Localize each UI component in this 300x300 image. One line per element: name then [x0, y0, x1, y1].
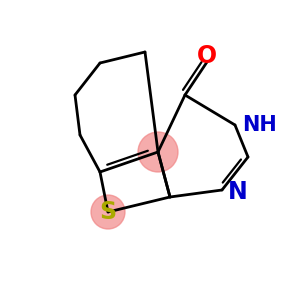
Circle shape [138, 132, 178, 172]
Circle shape [91, 195, 125, 229]
Text: O: O [197, 44, 217, 68]
Text: NH: NH [242, 115, 277, 135]
Text: N: N [228, 180, 248, 204]
Text: S: S [99, 200, 117, 224]
